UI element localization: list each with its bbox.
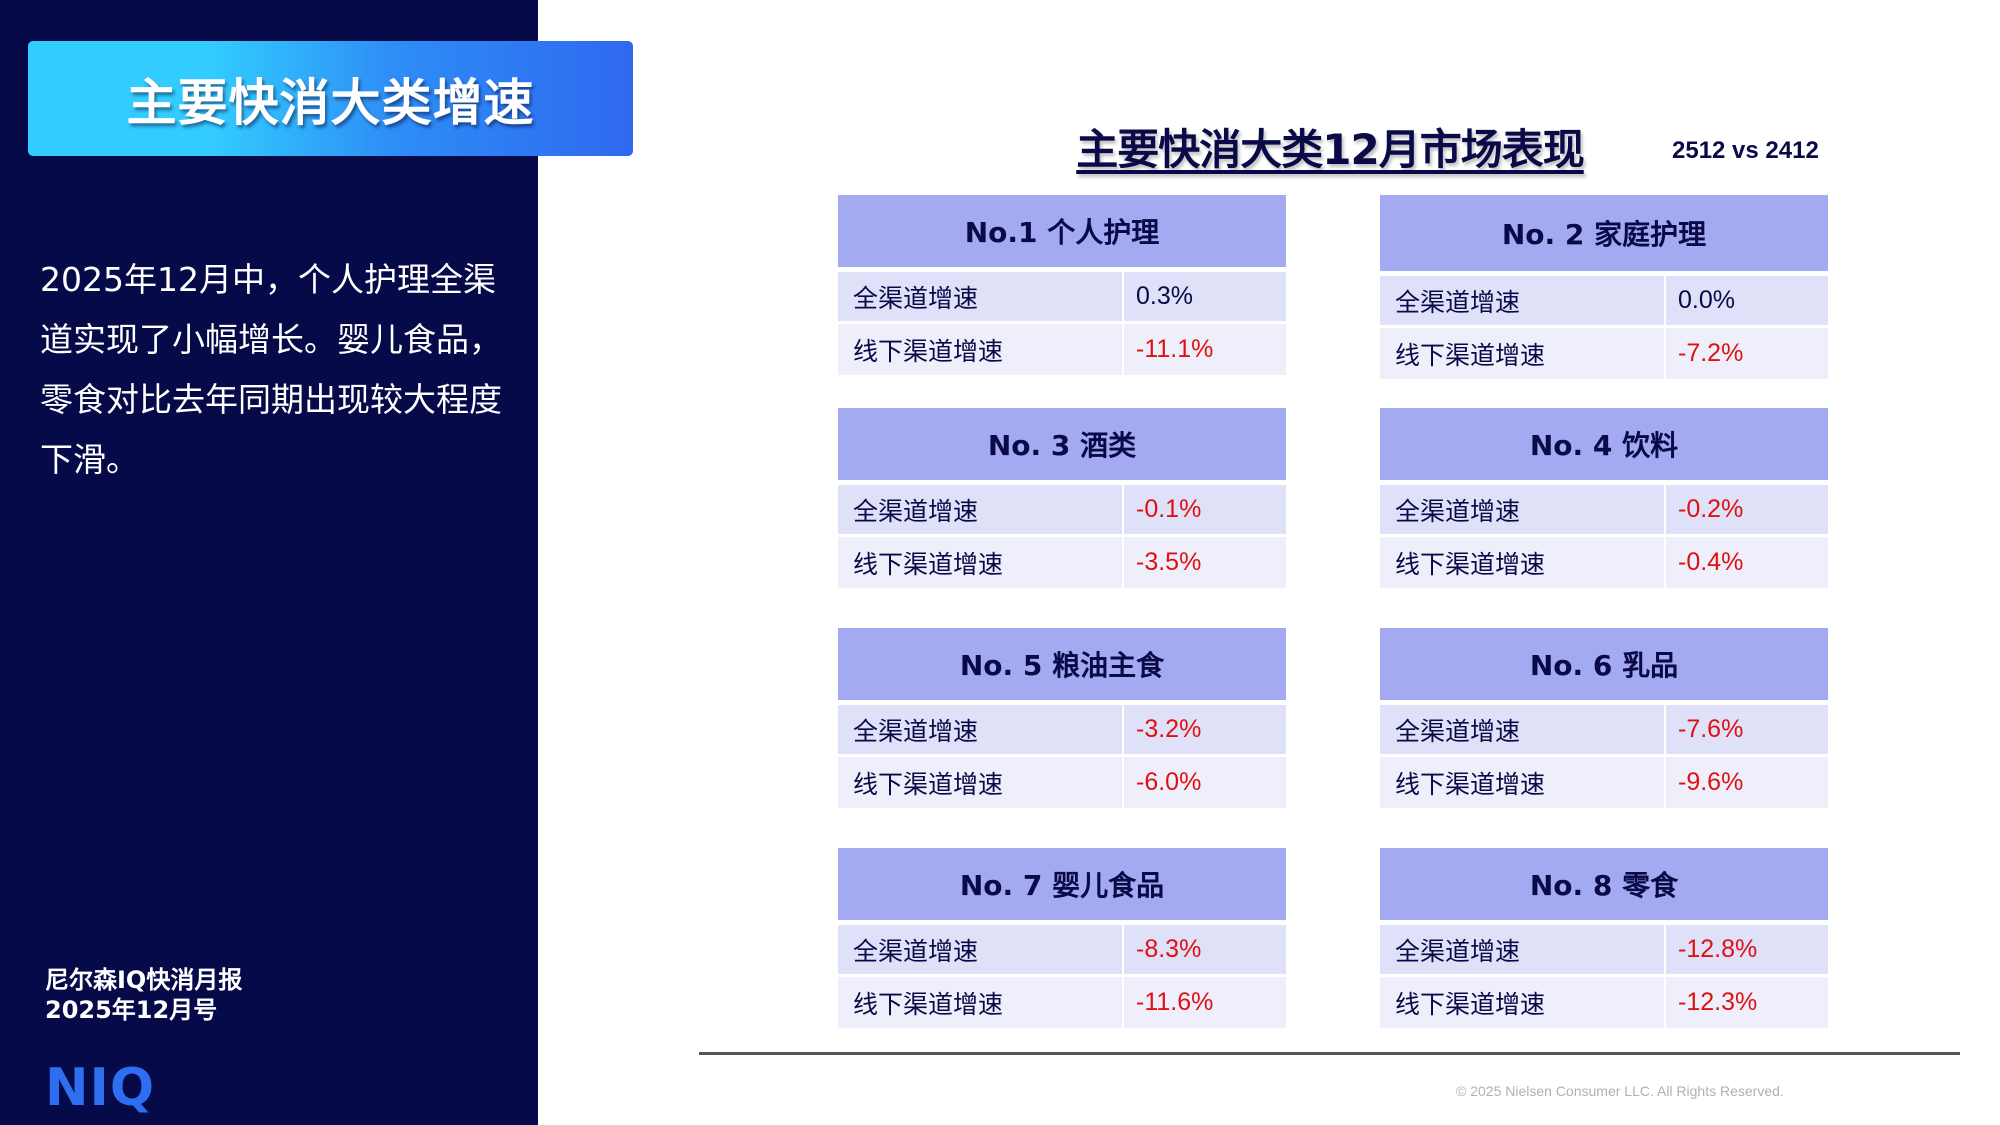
card-header: No. 4 饮料 <box>1380 408 1828 480</box>
row-value: -12.8% <box>1666 925 1828 974</box>
row-value: -0.1% <box>1124 485 1286 534</box>
row-label: 全渠道增速 <box>838 272 1122 321</box>
table-row: 线下渠道增速 -11.6% <box>838 977 1286 1028</box>
row-label: 全渠道增速 <box>838 925 1122 974</box>
row-label: 全渠道增速 <box>838 705 1122 754</box>
comparison-period: 2512 vs 2412 <box>1672 137 1819 164</box>
report-info: 尼尔森IQ快消月报 2025年12月号 <box>45 965 242 1025</box>
table-row: 全渠道增速 0.0% <box>1380 276 1828 325</box>
row-value: -7.6% <box>1666 705 1828 754</box>
niq-logo-icon: NIQ <box>45 1058 156 1118</box>
banner-title: 主要快消大类增速 <box>126 73 535 132</box>
row-label: 全渠道增速 <box>1380 925 1664 974</box>
row-label: 线下渠道增速 <box>838 977 1122 1028</box>
category-card: No. 5 粮油主食 全渠道增速 -3.2% 线下渠道增速 -6.0% <box>838 628 1286 808</box>
category-card: No. 4 饮料 全渠道增速 -0.2% 线下渠道增速 -0.4% <box>1380 408 1828 588</box>
row-label: 全渠道增速 <box>1380 705 1664 754</box>
footer-divider <box>699 1052 1960 1055</box>
row-label: 线下渠道增速 <box>1380 537 1664 588</box>
row-label: 线下渠道增速 <box>1380 328 1664 379</box>
category-card: No. 3 酒类 全渠道增速 -0.1% 线下渠道增速 -3.5% <box>838 408 1286 588</box>
row-label: 线下渠道增速 <box>1380 977 1664 1028</box>
table-row: 线下渠道增速 -3.5% <box>838 537 1286 588</box>
row-label: 线下渠道增速 <box>838 324 1122 375</box>
category-card: No. 7 婴儿食品 全渠道增速 -8.3% 线下渠道增速 -11.6% <box>838 848 1286 1028</box>
page-title: 主要快消大类12月市场表现 <box>1076 125 1584 174</box>
row-value: -12.3% <box>1666 977 1828 1028</box>
summary-text: 2025年12月中，个人护理全渠道实现了小幅增长。婴儿食品，零食对比去年同期出现… <box>40 260 502 479</box>
row-value: -0.4% <box>1666 537 1828 588</box>
card-header: No. 7 婴儿食品 <box>838 848 1286 920</box>
card-header: No. 5 粮油主食 <box>838 628 1286 700</box>
table-row: 全渠道增速 -0.1% <box>838 485 1286 534</box>
report-name: 尼尔森IQ快消月报 <box>45 966 243 994</box>
table-row: 全渠道增速 -0.2% <box>1380 485 1828 534</box>
table-row: 全渠道增速 -3.2% <box>838 705 1286 754</box>
row-value: -8.3% <box>1124 925 1286 974</box>
table-row: 全渠道增速 -8.3% <box>838 925 1286 974</box>
row-label: 全渠道增速 <box>1380 485 1664 534</box>
row-value: -3.5% <box>1124 537 1286 588</box>
row-label: 线下渠道增速 <box>838 757 1122 808</box>
category-card: No. 8 零食 全渠道增速 -12.8% 线下渠道增速 -12.3% <box>1380 848 1828 1028</box>
table-row: 线下渠道增速 -12.3% <box>1380 977 1828 1028</box>
category-card: No. 2 家庭护理 全渠道增速 0.0% 线下渠道增速 -7.2% <box>1380 195 1828 379</box>
card-header: No. 2 家庭护理 <box>1380 195 1828 271</box>
report-issue: 2025年12月号 <box>45 996 218 1024</box>
row-value: -9.6% <box>1666 757 1828 808</box>
table-row: 线下渠道增速 -9.6% <box>1380 757 1828 808</box>
card-header: No. 6 乳品 <box>1380 628 1828 700</box>
section-banner: 主要快消大类增速 <box>28 41 633 156</box>
table-row: 线下渠道增速 -0.4% <box>1380 537 1828 588</box>
category-card: No.1 个人护理 全渠道增速 0.3% 线下渠道增速 -11.1% <box>838 195 1286 375</box>
row-value: -11.6% <box>1124 977 1286 1028</box>
row-value: -0.2% <box>1666 485 1828 534</box>
row-value: -11.1% <box>1124 324 1286 375</box>
card-header: No. 3 酒类 <box>838 408 1286 480</box>
table-row: 线下渠道增速 -11.1% <box>838 324 1286 375</box>
row-value: -6.0% <box>1124 757 1286 808</box>
copyright-text: © 2025 Nielsen Consumer LLC. All Rights … <box>1456 1083 1784 1099</box>
table-row: 全渠道增速 -7.6% <box>1380 705 1828 754</box>
row-value: 0.3% <box>1124 272 1286 321</box>
table-row: 线下渠道增速 -7.2% <box>1380 328 1828 379</box>
row-label: 线下渠道增速 <box>1380 757 1664 808</box>
row-label: 全渠道增速 <box>1380 276 1664 325</box>
row-value: -3.2% <box>1124 705 1286 754</box>
category-card: No. 6 乳品 全渠道增速 -7.6% 线下渠道增速 -9.6% <box>1380 628 1828 808</box>
table-row: 线下渠道增速 -6.0% <box>838 757 1286 808</box>
row-value: 0.0% <box>1666 276 1828 325</box>
row-label: 线下渠道增速 <box>838 537 1122 588</box>
sidebar: 主要快消大类增速 2025年12月中，个人护理全渠道实现了小幅增长。婴儿食品，零… <box>0 0 633 1125</box>
row-label: 全渠道增速 <box>838 485 1122 534</box>
card-header: No. 8 零食 <box>1380 848 1828 920</box>
table-row: 全渠道增速 -12.8% <box>1380 925 1828 974</box>
card-header: No.1 个人护理 <box>838 195 1286 267</box>
row-value: -7.2% <box>1666 328 1828 379</box>
table-row: 全渠道增速 0.3% <box>838 272 1286 321</box>
